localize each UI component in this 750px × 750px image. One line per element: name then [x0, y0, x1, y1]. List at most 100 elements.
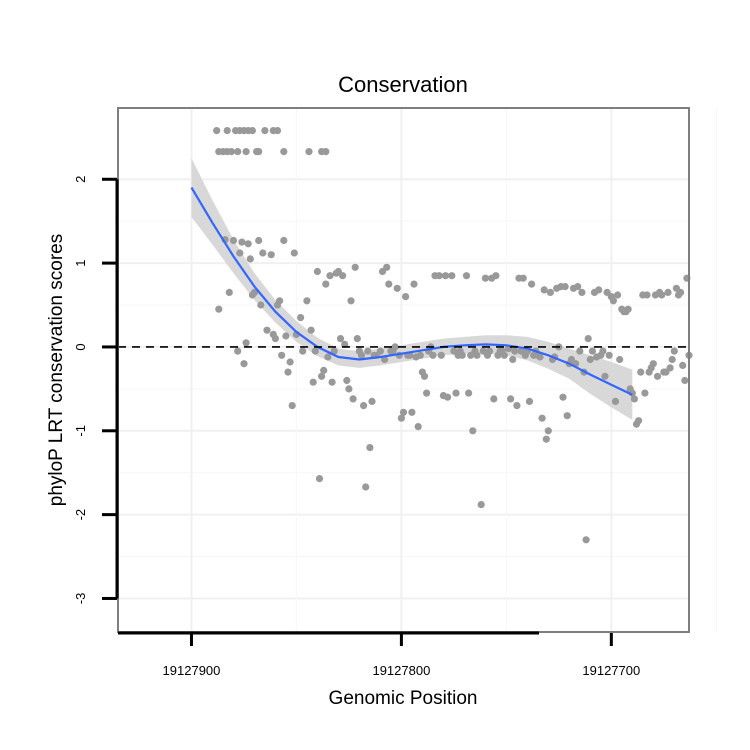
data-point [452, 389, 460, 397]
data-point [288, 402, 296, 410]
data-point [582, 536, 590, 544]
data-point [448, 272, 456, 280]
data-point [561, 283, 569, 291]
data-point [282, 332, 290, 340]
data-point [345, 385, 353, 393]
data-point [280, 236, 288, 245]
data-point [280, 148, 288, 156]
data-point [481, 274, 489, 282]
data-point [250, 288, 259, 296]
data-point [353, 335, 361, 343]
data-point [271, 335, 279, 343]
data-point [311, 347, 319, 355]
data-point [267, 251, 275, 259]
data-point [444, 393, 452, 401]
data-point [605, 351, 613, 359]
data-point [668, 355, 676, 364]
data-point [326, 272, 334, 280]
data-point [490, 395, 498, 403]
data-point [435, 272, 443, 280]
data-point [563, 412, 571, 420]
data-point [276, 297, 284, 305]
data-point [641, 389, 649, 397]
y-axis: -3 -2 -1 0 1 2 [73, 176, 119, 604]
data-point [643, 291, 651, 299]
data-point [414, 423, 422, 431]
data-point [242, 148, 250, 156]
data-point [586, 355, 594, 364]
data-point [286, 358, 294, 366]
data-point [397, 414, 405, 422]
data-point [540, 286, 548, 294]
data-point [313, 267, 321, 276]
data-point [658, 291, 666, 299]
data-point [305, 148, 313, 156]
data-point [257, 301, 265, 309]
smooth-fit-line [190, 187, 633, 396]
data-point [385, 280, 393, 288]
data-point [320, 366, 328, 374]
data-point [441, 272, 450, 280]
data-point [248, 127, 256, 135]
data-point [574, 283, 582, 291]
data-point [525, 397, 534, 405]
data-point [318, 372, 326, 380]
data-point [670, 347, 678, 355]
data-point [465, 389, 473, 397]
data-point [307, 326, 315, 334]
data-point [229, 236, 238, 245]
data-point [309, 378, 317, 386]
y-axis-label: phyloP LRT conservation scores [46, 234, 67, 507]
data-point [303, 297, 311, 305]
data-point [538, 414, 546, 422]
data-point [469, 427, 477, 435]
data-point [599, 347, 607, 355]
y-tick-label: 1 [73, 259, 88, 266]
data-point [624, 305, 632, 313]
data-point [364, 347, 372, 355]
data-points-layer [213, 127, 693, 544]
data-point [236, 249, 244, 257]
data-point [234, 148, 242, 156]
x-tick-label: 19127900 [163, 663, 221, 678]
data-point [290, 249, 298, 257]
data-point [486, 347, 494, 355]
data-point [492, 272, 500, 280]
data-point [677, 288, 685, 296]
data-point [519, 274, 527, 282]
data-point [477, 501, 485, 509]
data-point [324, 353, 332, 361]
data-point [630, 395, 639, 403]
data-point [546, 288, 555, 296]
data-point [391, 343, 399, 351]
data-point [246, 255, 254, 263]
data-point [509, 355, 517, 364]
data-point [423, 389, 431, 397]
data-point [528, 280, 536, 288]
data-point [223, 127, 231, 135]
data-point [349, 395, 357, 403]
data-point [347, 297, 355, 305]
data-point [679, 361, 687, 369]
chart-title: Conservation [338, 72, 468, 97]
data-point [653, 372, 662, 380]
data-point [322, 280, 330, 288]
data-point [383, 263, 391, 271]
data-point [542, 435, 550, 443]
data-point [635, 417, 643, 425]
data-point [611, 397, 620, 405]
data-point [273, 127, 282, 135]
data-point [649, 360, 657, 368]
data-point [376, 347, 384, 355]
data-point [261, 127, 269, 135]
data-point [360, 402, 368, 410]
data-point [559, 393, 567, 401]
data-point [664, 288, 672, 296]
data-point [595, 286, 603, 294]
data-point [410, 280, 418, 288]
x-axis-label: Genomic Position [329, 688, 478, 709]
y-tick-label: -2 [73, 509, 88, 521]
x-axis: 19127900 19127800 19127700 [118, 631, 640, 678]
data-point [513, 402, 521, 410]
